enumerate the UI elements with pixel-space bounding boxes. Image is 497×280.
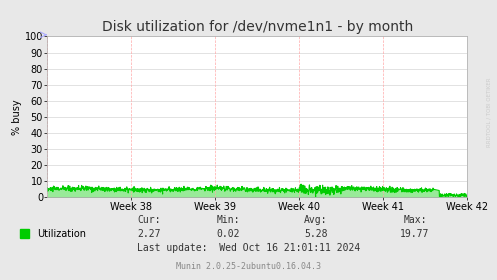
Text: Munin 2.0.25-2ubuntu0.16.04.3: Munin 2.0.25-2ubuntu0.16.04.3 [176, 262, 321, 271]
Text: 5.28: 5.28 [304, 228, 328, 239]
Text: 19.77: 19.77 [400, 228, 430, 239]
Text: Last update:  Wed Oct 16 21:01:11 2024: Last update: Wed Oct 16 21:01:11 2024 [137, 242, 360, 253]
Title: Disk utilization for /dev/nvme1n1 - by month: Disk utilization for /dev/nvme1n1 - by m… [101, 20, 413, 34]
Text: Avg:: Avg: [304, 214, 328, 225]
Text: Cur:: Cur: [137, 214, 161, 225]
Y-axis label: % busy: % busy [12, 99, 22, 135]
Text: RRDTOOL / TOBI OETIKER: RRDTOOL / TOBI OETIKER [486, 77, 491, 147]
Legend: Utilization: Utilization [20, 229, 86, 239]
Text: 2.27: 2.27 [137, 228, 161, 239]
Text: Min:: Min: [217, 214, 241, 225]
Text: 0.02: 0.02 [217, 228, 241, 239]
Text: Max:: Max: [403, 214, 427, 225]
